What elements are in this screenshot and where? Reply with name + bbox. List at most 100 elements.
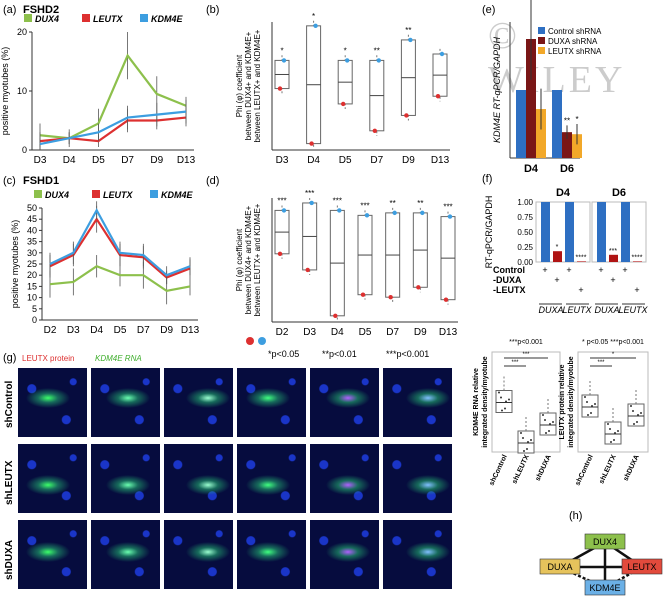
bar bbox=[597, 202, 606, 262]
condition-mark: + bbox=[566, 265, 571, 275]
microscopy-grid bbox=[18, 368, 456, 593]
data-point bbox=[527, 441, 529, 443]
legend-swatch bbox=[538, 47, 545, 54]
x-tick-label: D5 bbox=[92, 155, 105, 166]
y-tick-label: 20 bbox=[27, 270, 37, 280]
y-tick-label: 25 bbox=[27, 259, 37, 269]
significance-marker: *** bbox=[511, 360, 519, 366]
data-point bbox=[591, 405, 593, 407]
kdm4e-point bbox=[376, 58, 381, 63]
legend-swatch bbox=[538, 37, 545, 44]
condition-mark: + bbox=[554, 275, 559, 285]
x-tick-label: D3 bbox=[34, 155, 47, 166]
microscopy-tile bbox=[18, 520, 87, 589]
pvalue-legend: * p<0.05 ***p<0.001 bbox=[582, 339, 644, 346]
condition-mark: + bbox=[542, 265, 547, 275]
microscopy-tile bbox=[383, 368, 452, 437]
y-axis-label-line: between DUX4+ and KDM4E+ bbox=[244, 31, 253, 140]
plot-frame bbox=[577, 351, 649, 453]
significance-marker: * bbox=[280, 46, 283, 55]
condition-mark: + bbox=[610, 275, 615, 285]
x-tick-label: D9 bbox=[414, 327, 427, 338]
y-tick-label: 30 bbox=[27, 248, 37, 258]
microscopy-tile bbox=[310, 368, 379, 437]
microscopy-tile bbox=[237, 368, 306, 437]
bar-duxa bbox=[562, 132, 572, 158]
data-point bbox=[542, 414, 544, 416]
node-kdm4e bbox=[584, 579, 626, 596]
y-tick-label: 20 bbox=[17, 27, 27, 37]
facet-box bbox=[535, 201, 591, 263]
kdm4e-point bbox=[408, 37, 413, 43]
data-point bbox=[640, 412, 642, 414]
y-tick-label: 10 bbox=[17, 86, 27, 96]
data-point bbox=[614, 432, 616, 434]
y-tick-label: 0.50 bbox=[517, 228, 533, 237]
facet-box bbox=[591, 201, 647, 263]
microscopy-tile bbox=[164, 520, 233, 589]
x-tick-label: D4 bbox=[90, 325, 103, 336]
data-point bbox=[617, 430, 619, 432]
significance-marker: *** bbox=[443, 203, 452, 212]
significance-marker: ** bbox=[405, 26, 411, 35]
panel-f-letter: (f) bbox=[482, 173, 492, 185]
y-axis-label-line: integrated density/myotube bbox=[482, 356, 489, 448]
microscopy-tile bbox=[383, 520, 452, 589]
facet-label: D4 bbox=[556, 187, 571, 199]
microscopy-tile bbox=[91, 368, 160, 437]
kdm4e-point bbox=[281, 58, 287, 63]
x-tick-label: D13 bbox=[177, 155, 196, 166]
data-point bbox=[633, 423, 635, 425]
x-tick-label: D4 bbox=[307, 155, 320, 166]
kdm4e-rna-label: KDM4E RNA bbox=[95, 354, 142, 363]
y-tick-label: 1.00 bbox=[517, 198, 533, 207]
group-label: DUXA bbox=[538, 305, 563, 315]
significance-marker: ** bbox=[564, 116, 570, 125]
x-tick-label: D13 bbox=[431, 155, 450, 166]
microscopy-tile bbox=[237, 444, 306, 513]
leutx-point bbox=[404, 113, 409, 118]
data-point bbox=[500, 396, 502, 399]
microscopy-tile bbox=[18, 444, 87, 513]
node-dux4 bbox=[584, 533, 626, 550]
x-tick-label: D6 bbox=[560, 163, 574, 175]
microscopy-tile bbox=[18, 368, 87, 437]
data-point bbox=[501, 409, 503, 412]
y-tick-label: 15 bbox=[27, 281, 37, 291]
significance-marker: **** bbox=[632, 254, 643, 261]
panel-d-letter: (d) bbox=[206, 175, 219, 187]
data-point bbox=[613, 439, 615, 441]
facet-label: D6 bbox=[612, 187, 626, 199]
condition-row-label: Control bbox=[493, 265, 525, 275]
x-tick-label: D13 bbox=[181, 325, 200, 336]
bar-duxa bbox=[526, 39, 536, 158]
condition-mark: + bbox=[598, 265, 603, 275]
pvalue-legend: ***p<0.001 bbox=[509, 339, 543, 346]
x-tick-label: D9 bbox=[160, 325, 173, 336]
legend-label: KDM4E bbox=[161, 190, 194, 200]
condition-mark: + bbox=[622, 265, 627, 275]
y-axis-label-line: between LEUTX+ and KDM4E+ bbox=[253, 203, 262, 316]
kdm4e-point bbox=[345, 58, 350, 63]
leutx-point bbox=[333, 313, 338, 318]
x-tick-label: D13 bbox=[439, 327, 458, 338]
data-point bbox=[594, 403, 596, 405]
row-label-shduxa: shDUXA bbox=[4, 540, 15, 580]
panel-a-title: FSHD2 bbox=[23, 4, 59, 16]
legend-label: DUX4 bbox=[35, 14, 59, 24]
node-label: LEUTX bbox=[627, 562, 656, 572]
panel-b-letter: (b) bbox=[206, 4, 219, 16]
panel-c-title: FSHD1 bbox=[23, 175, 59, 187]
x-tick-label: D3 bbox=[276, 155, 289, 166]
data-point bbox=[505, 400, 507, 403]
pvalue-legend: *p<0.05 bbox=[268, 349, 299, 359]
x-tick-label: D4 bbox=[524, 163, 539, 175]
data-point bbox=[610, 441, 612, 443]
y-axis-label-line: between LEUTX+ and KDM4E+ bbox=[253, 29, 262, 142]
bar bbox=[633, 261, 642, 262]
kdm4e-point bbox=[447, 214, 453, 219]
leutx-point bbox=[277, 251, 283, 256]
significance-marker: * bbox=[575, 115, 578, 124]
